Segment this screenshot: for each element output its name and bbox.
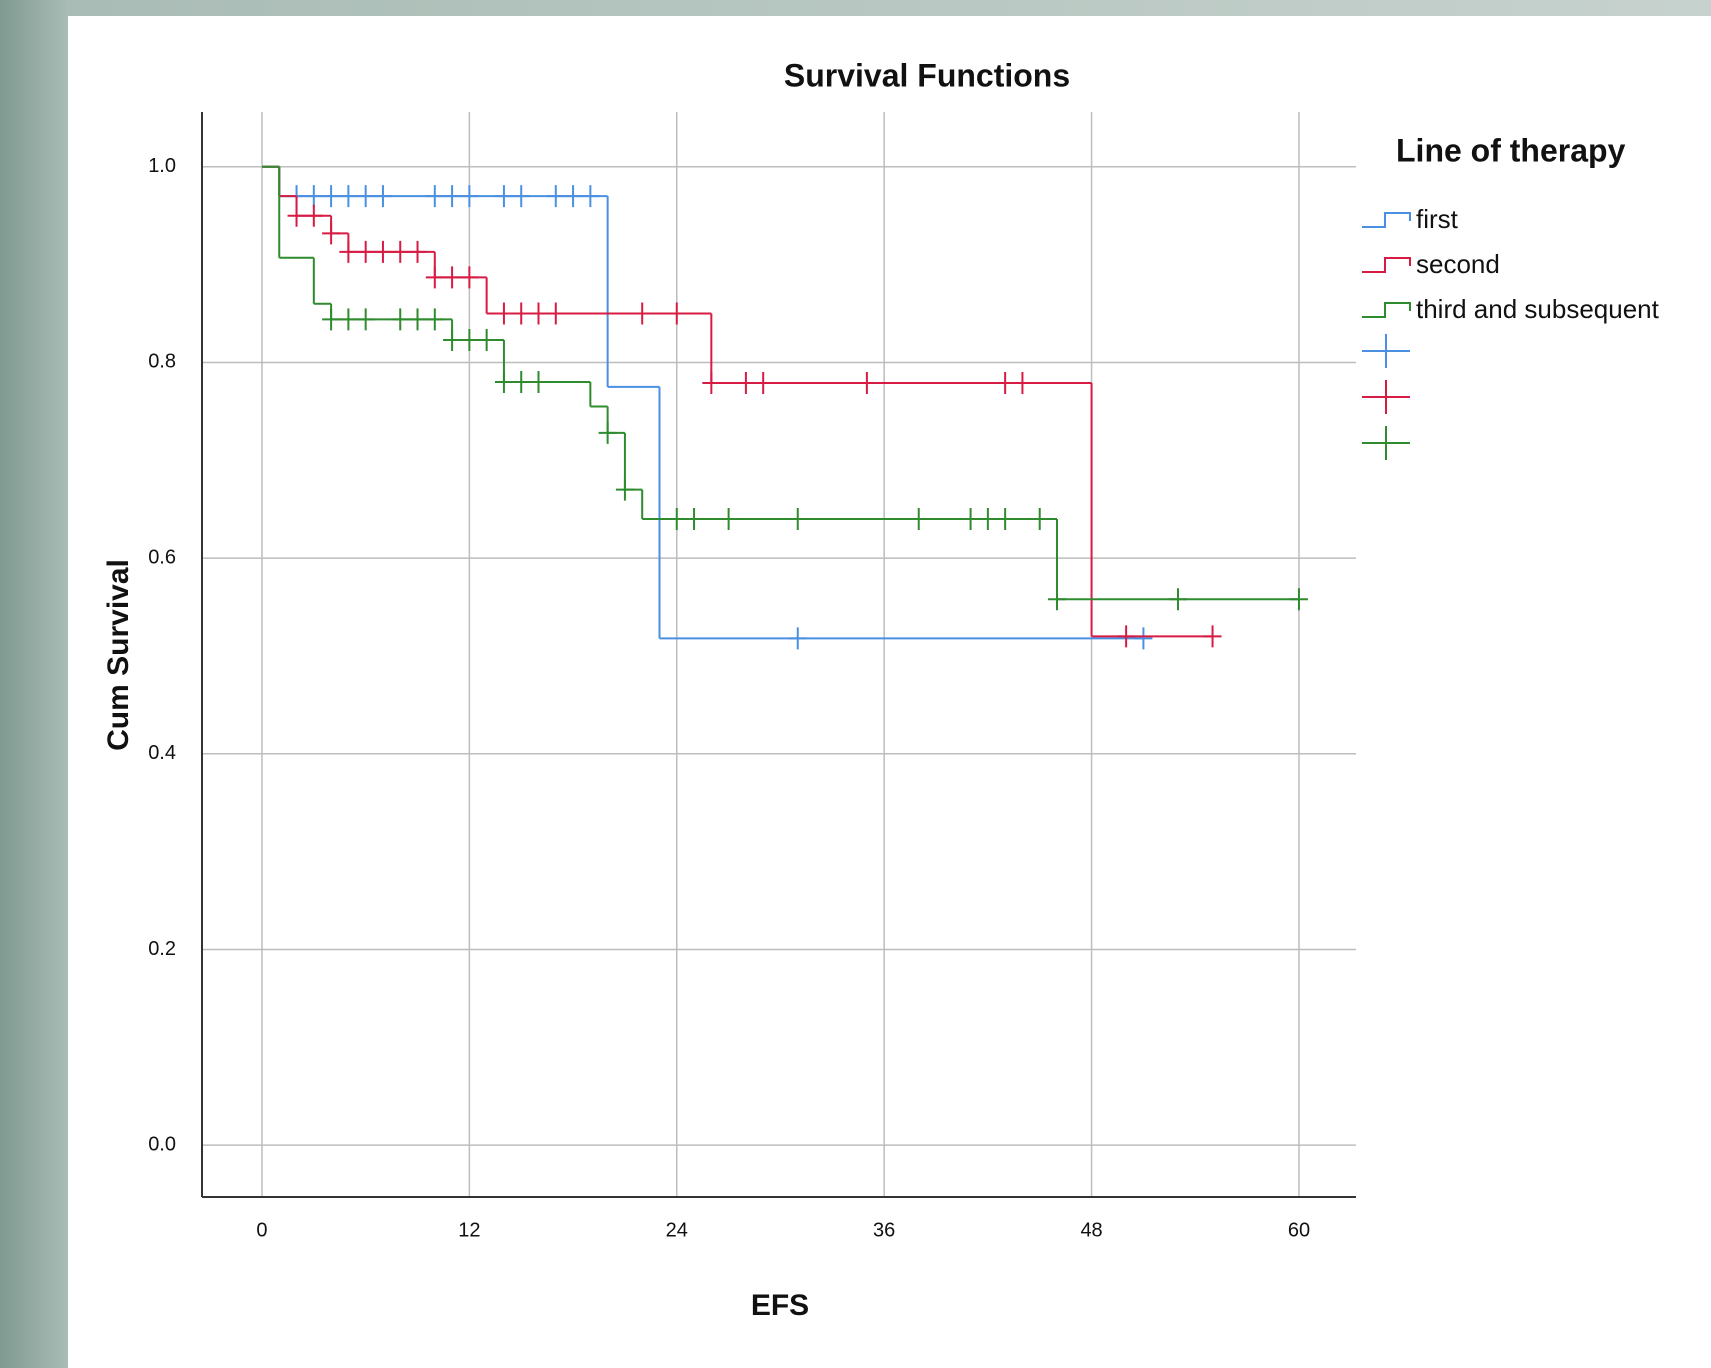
censor-mark xyxy=(633,302,652,325)
censor-mark xyxy=(322,308,341,331)
censor-mark xyxy=(1013,372,1032,395)
censor-mark xyxy=(339,240,358,263)
censor-mark xyxy=(1117,625,1136,648)
censor-mark xyxy=(857,372,876,395)
censor-mark xyxy=(322,222,341,245)
censor-mark xyxy=(1168,588,1187,611)
x-tick-label: 12 xyxy=(458,1219,480,1241)
censor-mark xyxy=(996,372,1015,395)
censor-mark xyxy=(529,371,548,394)
censor-mark xyxy=(356,240,375,263)
legend-label: second xyxy=(1416,249,1500,279)
censor-mark xyxy=(425,185,444,208)
censor-mark xyxy=(373,185,392,208)
censor-mark xyxy=(425,308,444,331)
censor-mark xyxy=(512,371,531,394)
y-tick-label: 0.0 xyxy=(148,1133,176,1155)
censor-mark xyxy=(512,302,531,325)
censor-mark xyxy=(425,266,444,289)
censor-mark xyxy=(322,185,341,208)
censor-mark xyxy=(443,266,462,289)
x-tick-label: 0 xyxy=(256,1219,267,1241)
censor-mark xyxy=(754,372,773,395)
censor-mark xyxy=(702,372,721,395)
censor-mark xyxy=(443,185,462,208)
censor-mark xyxy=(356,308,375,331)
censor-mark xyxy=(736,372,755,395)
legend-censor-icon xyxy=(1362,426,1410,460)
x-tick-label: 48 xyxy=(1080,1219,1102,1241)
censor-mark xyxy=(615,478,634,501)
censor-mark xyxy=(494,185,513,208)
legend-label: first xyxy=(1416,204,1459,234)
censor-mark xyxy=(339,308,358,331)
censor-mark xyxy=(1048,588,1066,611)
legend-step-icon xyxy=(1362,257,1411,273)
legend-label: third and subsequent xyxy=(1416,294,1660,324)
censor-mark xyxy=(961,507,980,530)
y-tick-label: 0.4 xyxy=(148,742,176,764)
y-tick-label: 0.6 xyxy=(148,546,176,568)
censor-mark xyxy=(978,507,997,530)
censor-mark xyxy=(287,204,306,227)
censor-mark xyxy=(719,507,738,530)
chart-title: Survival Functions xyxy=(784,57,1070,93)
censor-mark xyxy=(1203,625,1222,648)
y-tick-label: 0.8 xyxy=(148,351,176,373)
x-tick-label: 60 xyxy=(1288,1219,1310,1241)
censor-mark xyxy=(1289,588,1308,611)
censor-mark xyxy=(996,507,1015,530)
slide-panel xyxy=(68,16,1711,1368)
censor-mark xyxy=(581,185,600,208)
censor-mark xyxy=(356,185,375,208)
legend-step-icon xyxy=(1362,302,1411,318)
legend-step-icon xyxy=(1362,212,1411,228)
censor-mark xyxy=(443,328,462,351)
x-tick-label: 36 xyxy=(873,1219,895,1241)
censor-mark xyxy=(546,185,565,208)
censor-mark xyxy=(391,240,410,263)
y-tick-label: 0.2 xyxy=(148,938,176,960)
censor-mark xyxy=(667,507,686,530)
censor-mark xyxy=(391,308,410,331)
censor-mark xyxy=(494,371,513,394)
censor-mark xyxy=(1030,507,1049,530)
y-axis-label: Cum Survival xyxy=(102,559,135,751)
x-tick-label: 24 xyxy=(666,1219,688,1241)
legend-censor-icon xyxy=(1362,334,1410,368)
legend-censor-icon xyxy=(1362,380,1410,414)
censor-mark xyxy=(667,302,686,325)
censor-mark xyxy=(408,240,427,263)
censor-mark xyxy=(460,328,479,351)
censor-mark xyxy=(460,185,479,208)
censor-mark xyxy=(477,328,496,351)
legend-title: Line of therapy xyxy=(1396,132,1626,168)
censor-mark xyxy=(598,421,617,444)
censor-mark xyxy=(304,204,323,227)
censor-mark xyxy=(408,308,427,331)
censor-mark xyxy=(494,302,513,325)
censor-mark xyxy=(529,302,548,325)
censor-mark xyxy=(339,185,358,208)
censor-mark xyxy=(788,507,807,530)
censor-mark xyxy=(788,627,807,650)
x-axis-label: EFS xyxy=(751,1289,809,1322)
censor-mark xyxy=(685,507,704,530)
censor-mark xyxy=(512,185,531,208)
censor-mark xyxy=(564,185,583,208)
censor-mark xyxy=(460,266,479,289)
censor-mark xyxy=(546,302,565,325)
censor-mark xyxy=(909,507,928,530)
censor-mark xyxy=(304,185,323,208)
censor-mark xyxy=(373,240,392,263)
censor-mark xyxy=(1134,627,1153,650)
y-tick-label: 1.0 xyxy=(148,155,176,177)
